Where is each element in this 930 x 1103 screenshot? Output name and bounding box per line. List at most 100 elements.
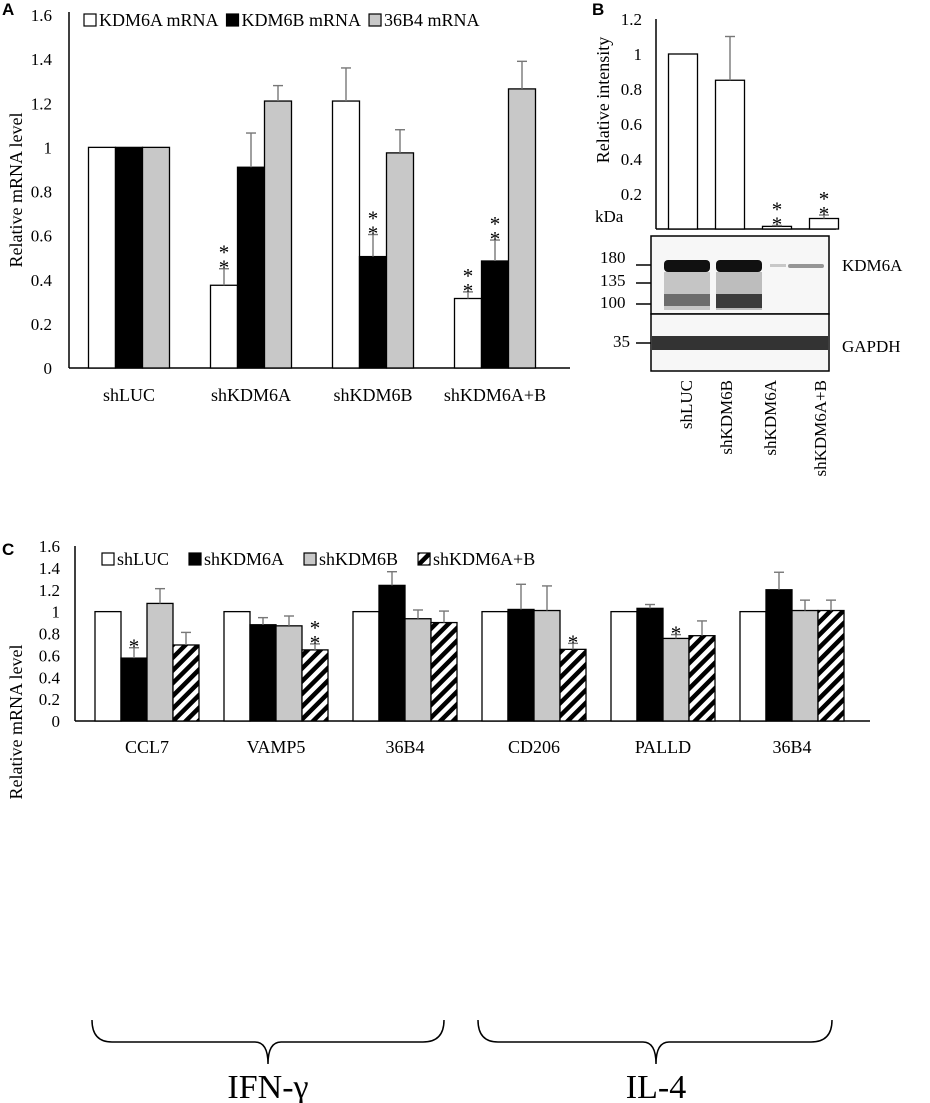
- legend-entry: KDM6B mRNA: [242, 10, 362, 30]
- y-tick-label: 0.4: [621, 150, 643, 169]
- legend-entry: KDM6A mRNA: [99, 10, 219, 30]
- bar: [667, 53, 699, 230]
- panel-a-chart: Relative mRNA level 0 0.2 0.4 0.6 0.8 1 1.2 1.4…: [6, 6, 570, 405]
- y-tick-label: 0.2: [31, 315, 52, 334]
- y-tick-label: 0.6: [39, 646, 60, 665]
- legend-entry: shKDM6B: [319, 549, 398, 569]
- legend-swatch: [83, 13, 97, 27]
- blot-lane-label: shKDM6B: [717, 380, 736, 455]
- legend-swatch: [101, 552, 115, 566]
- bar: [662, 637, 690, 722]
- bar: [263, 100, 293, 369]
- bar: [141, 146, 171, 369]
- bar: [507, 88, 537, 369]
- y-tick-label: 0.8: [31, 183, 52, 202]
- bar: [223, 610, 251, 722]
- bar: [404, 618, 432, 722]
- legend-entry: 36B4 mRNA: [384, 10, 480, 30]
- y-tick-label: 1: [52, 603, 61, 622]
- significance-marker: *: [490, 227, 501, 251]
- legend-entry: shLUC: [117, 549, 169, 569]
- y-tick-label: 1: [44, 138, 53, 157]
- significance-marker: *: [463, 264, 474, 288]
- blot-marker-35: 35: [613, 332, 630, 351]
- legend-entry: shKDM6A+B: [433, 549, 535, 569]
- significance-marker: *: [310, 616, 321, 640]
- legend-swatch: [188, 552, 202, 566]
- x-category-label: CD206: [508, 737, 560, 757]
- y-tick-label: 1.2: [39, 581, 60, 600]
- x-category-label: CCL7: [125, 737, 169, 757]
- x-category-label: shLUC: [103, 385, 155, 405]
- panel-a-y-axis-title: Relative mRNA level: [6, 113, 26, 268]
- y-tick-label: 0.2: [39, 690, 60, 709]
- bar: [352, 610, 380, 722]
- significance-marker: *: [671, 622, 682, 646]
- panel-c-chart: Relative mRNA level IFN-γ IL-4 0 0.2 0.4 0.…: [6, 537, 870, 1103]
- bar: [275, 625, 303, 722]
- group-label-ifn-gamma: IFN-γ: [227, 1069, 308, 1103]
- significance-marker: *: [368, 222, 379, 246]
- blot-band-kdm6a-shkdm6a: [770, 264, 786, 267]
- blot-marker-100: 100: [600, 293, 626, 312]
- bar: [236, 166, 266, 369]
- y-tick-label: 0.8: [39, 625, 60, 644]
- bar: [688, 635, 716, 722]
- bar: [507, 608, 535, 722]
- y-tick-label: 1.6: [39, 537, 60, 556]
- y-tick-label: 1.6: [31, 6, 52, 25]
- y-tick-label: 0.8: [621, 80, 642, 99]
- panel-b-y-axis-title: Relative intensity: [593, 37, 613, 163]
- western-blot: 180 135 100 35 KDM6A GAPDH shLUC shKDM6B…: [600, 235, 903, 477]
- blot-lane-label: shKDM6A: [761, 379, 780, 455]
- blot-lower-band-shluc: [664, 294, 710, 306]
- significance-marker: *: [219, 256, 230, 280]
- x-category-label: 36B4: [385, 737, 424, 757]
- panel-a-letter: A: [2, 0, 14, 19]
- bar: [94, 610, 122, 722]
- y-tick-label: 0: [52, 712, 61, 731]
- blot-lane-label: shLUC: [677, 380, 696, 429]
- significance-marker: *: [219, 241, 230, 265]
- y-tick-label: 1.2: [621, 10, 642, 29]
- bar: [480, 260, 510, 369]
- x-category-label: PALLD: [635, 737, 691, 757]
- bar: [481, 610, 509, 722]
- panel-b-letter: B: [592, 0, 604, 19]
- bar: [559, 648, 587, 722]
- significance-marker: *: [568, 630, 579, 654]
- blot-kda-label: kDa: [595, 207, 624, 226]
- bar: [765, 589, 793, 722]
- bar: [791, 609, 819, 722]
- significance-marker: *: [772, 198, 783, 222]
- bar: [453, 297, 483, 369]
- bar: [533, 609, 561, 722]
- significance-marker: *: [310, 631, 321, 655]
- bar: [610, 610, 638, 722]
- group-label-il-4: IL-4: [626, 1069, 686, 1103]
- y-tick-label: 1.2: [31, 94, 52, 113]
- bar: [739, 610, 767, 722]
- blot-protein-gapdh: GAPDH: [842, 337, 901, 356]
- blot-protein-kdm6a: KDM6A: [842, 256, 903, 275]
- bar: [249, 624, 277, 722]
- y-tick-label: 0.6: [621, 115, 642, 134]
- significance-marker: *: [129, 635, 140, 659]
- blot-band-kdm6a-shluc: [664, 260, 710, 272]
- bar: [430, 621, 458, 722]
- panel-c-y-axis-title: Relative mRNA level: [6, 645, 26, 800]
- legend-swatch: [368, 13, 382, 27]
- bar: [209, 284, 239, 369]
- blot-marker-135: 135: [600, 271, 626, 290]
- significance-marker: *: [819, 202, 830, 226]
- blot-marker-180: 180: [600, 248, 626, 267]
- y-tick-label: 0.4: [31, 271, 53, 290]
- bar: [714, 79, 746, 230]
- bar: [385, 152, 415, 369]
- bar: [146, 602, 174, 722]
- significance-marker: *: [368, 207, 379, 231]
- significance-marker: *: [819, 187, 830, 211]
- y-tick-label: 0.6: [31, 227, 52, 246]
- il4-group-brace: [477, 1019, 833, 1065]
- legend-swatch: [303, 552, 317, 566]
